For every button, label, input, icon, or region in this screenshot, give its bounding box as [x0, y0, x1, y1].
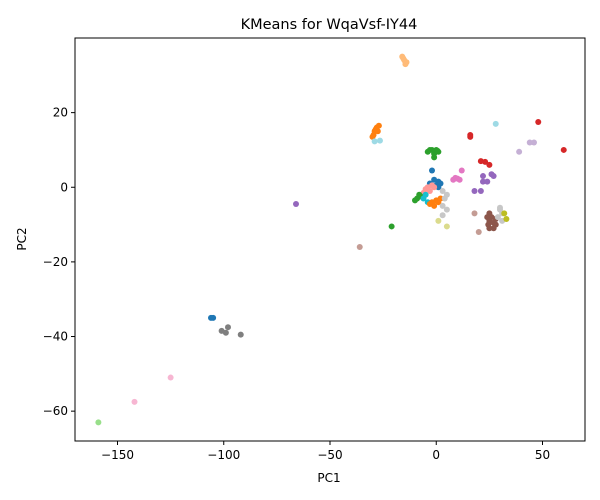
x-tick-label: −150 — [101, 448, 134, 462]
data-point — [222, 329, 229, 336]
data-point — [429, 167, 435, 174]
data-point — [486, 161, 493, 168]
data-point — [490, 173, 497, 180]
data-point — [431, 176, 438, 183]
data-point — [434, 147, 441, 154]
chart-title: KMeans for WqaVsf-IY44 — [241, 17, 418, 33]
data-point — [435, 184, 442, 191]
y-tick-label: −20 — [43, 255, 68, 269]
data-point — [485, 221, 492, 228]
data-point — [494, 214, 501, 221]
data-point — [484, 178, 491, 185]
data-point — [356, 243, 363, 250]
data-point — [516, 148, 523, 155]
y-tick-label: 0 — [60, 180, 68, 194]
data-point — [412, 197, 418, 204]
data-point — [467, 133, 474, 140]
data-point — [374, 128, 381, 135]
data-point — [437, 195, 444, 202]
data-point — [416, 191, 423, 198]
data-point — [458, 167, 465, 174]
data-point — [435, 217, 442, 224]
data-point — [376, 137, 383, 144]
x-tick-label: −50 — [317, 448, 342, 462]
x-tick-label: 50 — [535, 448, 550, 462]
data-point — [439, 212, 446, 219]
data-point — [439, 202, 446, 209]
data-point — [422, 191, 429, 198]
y-ticks: −60 −40 −20 0 20 — [43, 106, 75, 418]
x-tick-label: −100 — [207, 448, 240, 462]
y-tick-label: −60 — [43, 404, 68, 418]
data-point — [443, 191, 450, 198]
data-point — [526, 139, 533, 146]
data-point — [497, 206, 503, 213]
data-point — [237, 331, 244, 338]
data-point — [450, 176, 457, 183]
data-point — [293, 201, 299, 208]
data-point — [560, 146, 567, 153]
data-point — [403, 59, 410, 66]
data-point — [131, 398, 138, 405]
data-point — [535, 118, 542, 125]
data-point — [167, 374, 174, 381]
data-point — [431, 184, 438, 191]
data-point — [480, 178, 486, 185]
data-point — [225, 324, 231, 331]
data-point — [471, 187, 478, 194]
data-point — [480, 173, 486, 180]
data-point — [492, 120, 499, 127]
data-point — [208, 314, 214, 321]
data-point — [371, 138, 378, 145]
data-point — [492, 221, 499, 228]
x-ticks: −150 −100 −50 0 50 — [101, 441, 550, 462]
data-point — [501, 210, 508, 217]
data-point — [426, 146, 433, 153]
points-layer — [95, 53, 567, 426]
data-point — [369, 133, 376, 140]
axes-frame — [74, 37, 586, 442]
data-point — [443, 206, 450, 213]
y-tick-label: −40 — [43, 330, 68, 344]
y-tick-label: 20 — [53, 106, 68, 120]
data-point — [426, 187, 433, 194]
data-point — [426, 201, 433, 208]
data-point — [471, 210, 478, 217]
data-point — [388, 223, 395, 230]
x-axis-label: PC1 — [317, 471, 340, 485]
data-point — [95, 419, 102, 426]
data-point — [431, 154, 438, 161]
y-axis-label: PC2 — [15, 227, 29, 250]
data-point — [443, 223, 450, 230]
x-tick-label: 0 — [432, 448, 440, 462]
data-point — [475, 229, 482, 236]
data-point — [439, 187, 446, 194]
data-point — [477, 187, 484, 194]
data-point — [531, 139, 537, 146]
data-point — [503, 215, 510, 222]
data-point — [482, 158, 489, 165]
